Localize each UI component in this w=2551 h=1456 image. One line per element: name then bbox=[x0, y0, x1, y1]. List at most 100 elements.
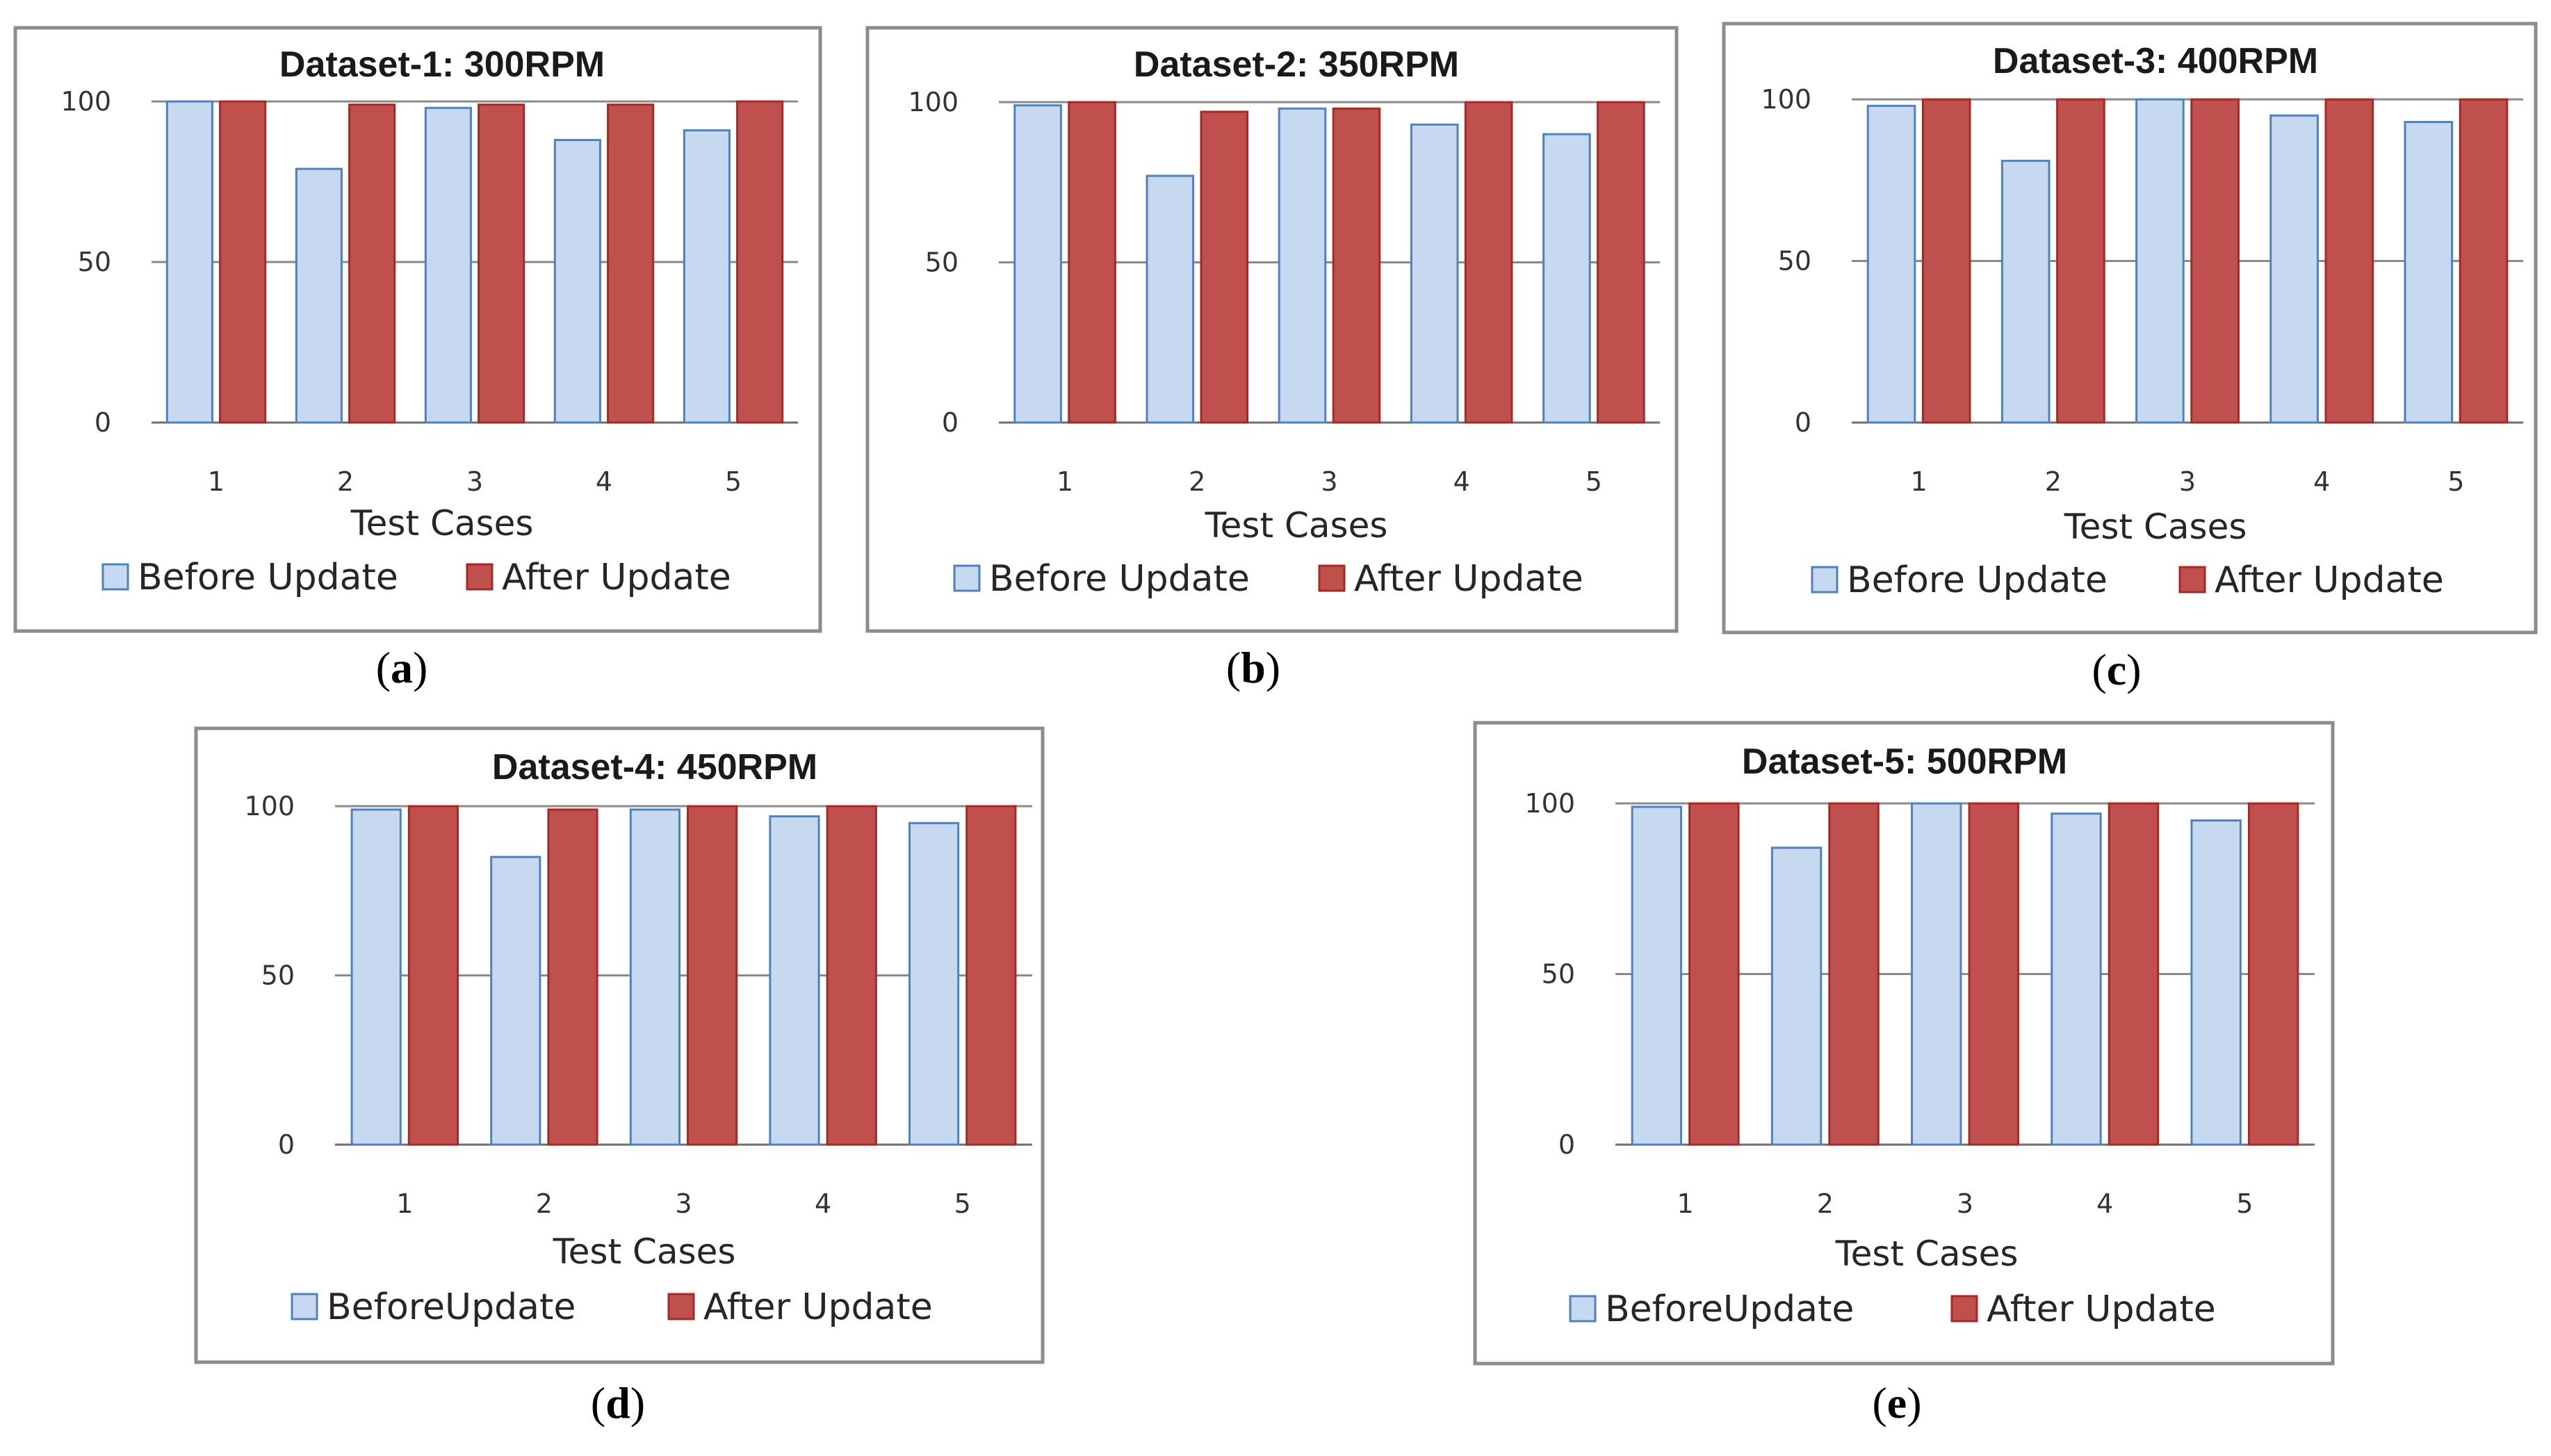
y-tick-label: 100 bbox=[60, 86, 111, 117]
bar-after-5 bbox=[736, 100, 784, 424]
panel-caption: (b) bbox=[1226, 643, 1280, 692]
bar-before-5 bbox=[908, 821, 960, 1146]
bar-before-3 bbox=[2135, 98, 2185, 424]
bar-before-4 bbox=[2051, 812, 2102, 1146]
legend-label-before: Before Update bbox=[1847, 559, 2108, 601]
x-tick-label: 5 bbox=[725, 466, 742, 497]
legend-swatch-before bbox=[291, 1293, 318, 1320]
x-tick-label: 4 bbox=[596, 466, 612, 497]
bar-before-3 bbox=[1278, 107, 1327, 424]
x-tick-label: 1 bbox=[208, 466, 225, 497]
chart-panel-b: Dataset-2: 350RPM 0 50 100 1 2 3 4 5 Test Cases Be… bbox=[865, 26, 1679, 692]
legend-swatch-after bbox=[1318, 564, 1346, 592]
x-tick-label: 5 bbox=[1586, 466, 1602, 497]
bar-before-5 bbox=[2190, 819, 2242, 1146]
x-tick-label: 4 bbox=[2313, 466, 2330, 497]
chart-panel-e: Dataset-5: 500RPM 0 50 100 1 2 3 4 5 Test Cases Be… bbox=[1473, 721, 2335, 1428]
x-axis-title: Test Cases bbox=[2064, 507, 2247, 547]
bar-before-2 bbox=[2000, 159, 2051, 424]
bar-after-3 bbox=[2190, 98, 2240, 424]
x-tick-label: 3 bbox=[675, 1188, 692, 1219]
panel-caption: (a) bbox=[376, 643, 428, 692]
chart-frame bbox=[1722, 22, 2538, 635]
panel-caption: (c) bbox=[2092, 645, 2141, 694]
x-tick-label: 1 bbox=[1911, 466, 1927, 497]
x-tick-label: 3 bbox=[466, 466, 483, 497]
x-tick-label: 4 bbox=[2096, 1188, 2113, 1219]
bar-after-5 bbox=[965, 805, 1017, 1146]
bar-after-5 bbox=[2247, 802, 2299, 1146]
x-tick-label: 1 bbox=[1057, 466, 1073, 497]
legend-swatch-after bbox=[2178, 566, 2206, 594]
x-tick-label: 3 bbox=[1957, 1188, 1973, 1219]
legend-swatch-before bbox=[1811, 566, 1839, 594]
bar-after-3 bbox=[478, 104, 525, 424]
bar-before-3 bbox=[1911, 802, 1962, 1146]
x-tick-label: 5 bbox=[2236, 1188, 2253, 1219]
bar-after-3 bbox=[687, 805, 738, 1146]
panel-caption: (d) bbox=[591, 1378, 645, 1428]
chart-title: Dataset-2: 350RPM bbox=[1134, 44, 1459, 85]
bar-after-2 bbox=[1200, 111, 1249, 424]
y-tick-label: 50 bbox=[1542, 959, 1575, 990]
bar-before-2 bbox=[1770, 846, 1823, 1146]
chart-frame bbox=[865, 26, 1679, 633]
legend-label-after: After Update bbox=[703, 1286, 933, 1328]
bar-before-1 bbox=[350, 808, 402, 1146]
bar-before-2 bbox=[490, 856, 541, 1146]
x-tick-label: 4 bbox=[1453, 466, 1470, 497]
x-tick-label: 5 bbox=[2447, 466, 2464, 497]
panel-caption: (e) bbox=[1872, 1378, 1921, 1428]
legend-label-after: After Update bbox=[502, 557, 731, 598]
x-tick-label: 3 bbox=[2179, 466, 2196, 497]
bar-before-4 bbox=[769, 815, 820, 1146]
bar-after-3 bbox=[1968, 802, 2019, 1146]
bar-after-4 bbox=[826, 805, 877, 1146]
bar-before-5 bbox=[2404, 121, 2454, 424]
chart-title: Dataset-1: 300RPM bbox=[279, 44, 605, 85]
chart-panel-d: Dataset-4: 450RPM 0 50 100 1 2 3 4 5 Test Cases Be… bbox=[194, 726, 1045, 1428]
legend-swatch-after bbox=[667, 1293, 695, 1320]
bar-before-4 bbox=[1410, 123, 1459, 424]
legend-label-after: After Update bbox=[1987, 1289, 2216, 1330]
y-tick-label: 100 bbox=[1524, 788, 1575, 819]
x-axis-title: Test Cases bbox=[1835, 1234, 2019, 1274]
chart-title: Dataset-3: 400RPM bbox=[1993, 41, 2318, 81]
bar-before-1 bbox=[165, 100, 213, 424]
bar-before-1 bbox=[1866, 104, 1916, 424]
x-tick-label: 4 bbox=[815, 1188, 831, 1219]
y-tick-label: 100 bbox=[1761, 84, 1811, 115]
y-tick-label: 0 bbox=[1558, 1129, 1575, 1160]
bar-after-1 bbox=[1688, 802, 1740, 1146]
x-axis-title: Test Cases bbox=[1205, 505, 1388, 546]
chart-title: Dataset-4: 450RPM bbox=[492, 747, 817, 787]
x-tick-label: 1 bbox=[396, 1188, 413, 1219]
legend-label-before: BeforeUpdate bbox=[1605, 1289, 1854, 1330]
bar-before-5 bbox=[683, 129, 731, 424]
bar-after-4 bbox=[1464, 101, 1513, 424]
chart-frame bbox=[194, 726, 1045, 1364]
bar-after-4 bbox=[2324, 98, 2374, 424]
y-tick-label: 0 bbox=[95, 407, 111, 438]
legend-swatch-before bbox=[101, 563, 129, 591]
bar-before-3 bbox=[629, 808, 680, 1146]
legend-swatch-before bbox=[953, 564, 981, 592]
y-tick-label: 50 bbox=[261, 960, 295, 991]
y-tick-label: 50 bbox=[78, 247, 111, 277]
legend-label-after: After Update bbox=[1354, 558, 1583, 600]
bar-before-1 bbox=[1631, 805, 1683, 1146]
x-tick-label: 1 bbox=[1677, 1188, 1694, 1219]
bar-after-2 bbox=[1828, 802, 1880, 1146]
legend-label-before: BeforeUpdate bbox=[327, 1286, 576, 1328]
bar-after-4 bbox=[607, 104, 655, 424]
legend-label-before: Before Update bbox=[989, 558, 1250, 600]
bar-after-4 bbox=[2108, 802, 2160, 1146]
bar-after-2 bbox=[2056, 98, 2105, 424]
x-tick-label: 2 bbox=[536, 1188, 553, 1219]
y-tick-label: 50 bbox=[925, 247, 959, 278]
chart-panel-a: Dataset-1: 300RPM 0 50 100 1 2 3 4 5 Test Cases Be… bbox=[13, 26, 822, 692]
bar-after-1 bbox=[219, 100, 267, 424]
x-tick-label: 2 bbox=[1817, 1188, 1834, 1219]
chart-title: Dataset-5: 500RPM bbox=[1742, 742, 2067, 782]
